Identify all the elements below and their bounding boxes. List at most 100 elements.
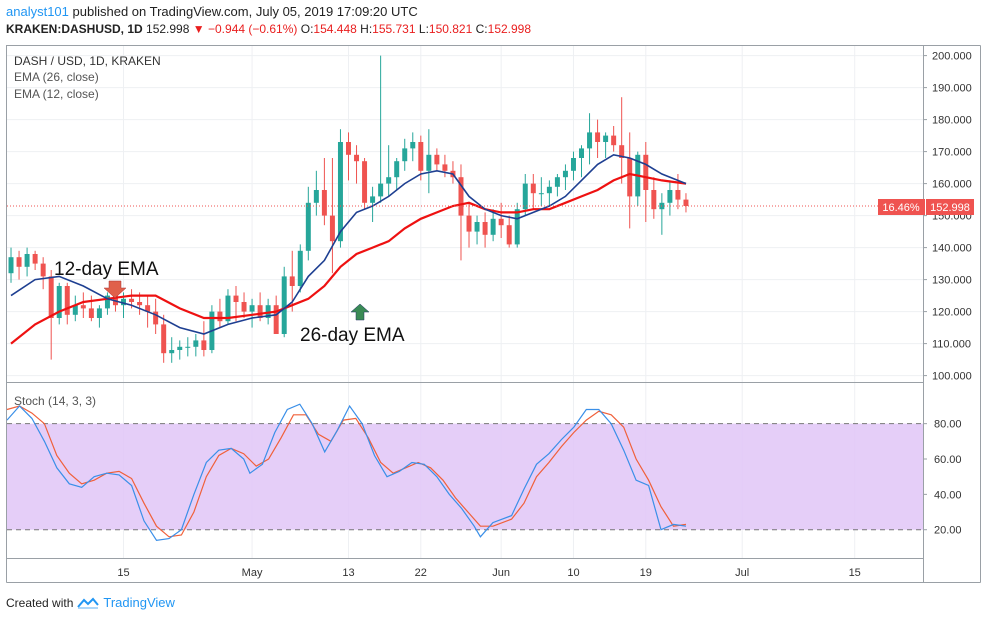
low-value: 150.821 [428, 22, 473, 36]
candle-up [104, 292, 110, 315]
down-arrow-marker-icon [103, 280, 127, 299]
candle-body [667, 190, 673, 203]
candle-down [595, 119, 601, 158]
candle-body [32, 254, 38, 264]
candle-body [482, 222, 488, 235]
ema26-legend[interactable]: EMA (26, close) [14, 70, 99, 84]
time-tick-label: 15 [849, 567, 861, 579]
candle-down [201, 321, 207, 357]
candle-body [490, 218, 496, 235]
candle-body [474, 222, 480, 232]
candle-body [386, 177, 392, 184]
candle-body [96, 308, 102, 318]
candle-body [24, 254, 30, 267]
candle-body [56, 286, 62, 318]
candle-up [193, 334, 199, 357]
candle-body [305, 202, 311, 251]
low-label: L: [418, 22, 429, 36]
candle-body [683, 199, 689, 206]
candle-body [466, 215, 472, 232]
stoch-tick-label: 60.00 [934, 454, 962, 466]
time-tick-label: 13 [342, 567, 354, 579]
candle-body [394, 161, 400, 178]
candle-body [546, 186, 552, 194]
candle-down [458, 164, 464, 261]
candle-down [611, 126, 617, 152]
ema12-legend[interactable]: EMA (12, close) [14, 87, 99, 101]
stoch-tick-label: 80.00 [934, 419, 962, 431]
candle-body [675, 190, 681, 200]
candle-up [305, 186, 311, 261]
candle-body [337, 142, 343, 242]
candle-up [410, 132, 416, 162]
price-tick-label: 190.000 [932, 83, 972, 95]
quote-line: KRAKEN:DASHUSD, 1D 152.998 ▼ −0.944 (−0.… [6, 22, 531, 36]
candle-body [257, 305, 263, 318]
candle-up [490, 209, 496, 242]
candle-body [48, 276, 54, 318]
candle-body [321, 190, 327, 216]
stoch-legend[interactable]: Stoch (14, 3, 3) [14, 394, 96, 408]
ema12-line [10, 153, 687, 335]
candle-body [627, 158, 633, 197]
candle-body [169, 350, 175, 354]
candle-up [579, 145, 584, 178]
stoch-tick-label: 20.00 [934, 525, 962, 537]
grid [7, 46, 923, 558]
created-with-text: Created with [6, 595, 74, 610]
candle-up [603, 132, 609, 158]
candle-up [72, 295, 78, 322]
candle-down [498, 202, 504, 238]
candle-body [434, 154, 440, 165]
stoch-tick-label: 40.00 [934, 489, 962, 501]
candle-body [643, 154, 649, 190]
candle-body [354, 154, 360, 162]
candle-body [538, 193, 544, 195]
candle-body [289, 276, 295, 286]
candle-up [249, 298, 255, 328]
candle-down [217, 298, 223, 328]
candle-body [426, 154, 432, 171]
tradingview-brand[interactable]: TradingView [103, 595, 175, 610]
time-tick-label: 15 [117, 567, 129, 579]
candle-body [514, 209, 520, 245]
candle-down [64, 282, 70, 325]
candle-up [370, 186, 376, 222]
candle-body [603, 135, 609, 142]
candle-body [121, 298, 126, 306]
candle-body [506, 225, 512, 245]
candle-up [209, 305, 215, 354]
candle-down [442, 154, 448, 178]
candle-up [378, 55, 384, 203]
down-arrow-icon: ▼ [192, 22, 205, 36]
published-line: analyst101 published on TradingView.com,… [6, 4, 418, 19]
candle-up [297, 244, 303, 293]
candle-body [554, 177, 560, 187]
candle-down [530, 174, 536, 210]
author-link[interactable]: analyst101 [6, 4, 69, 19]
candle-down [619, 97, 625, 184]
price-axis: 200.000190.000180.000170.000160.000150.0… [923, 51, 972, 383]
candle-body [329, 215, 335, 242]
candle-up [562, 164, 568, 190]
candle-body [153, 311, 159, 325]
price-tick-label: 120.000 [932, 307, 972, 319]
candle-down [362, 158, 368, 210]
candle-body [579, 148, 584, 158]
candle-down [418, 135, 424, 181]
price-tick-label: 200.000 [932, 51, 972, 63]
stoch-band [7, 423, 923, 530]
price-tick-label: 160.000 [932, 179, 972, 191]
time-tick-label: May [242, 567, 263, 579]
close-label: C: [475, 22, 488, 36]
stoch-axis: 80.00 60.00 40.00 20.00 [923, 419, 962, 537]
candle-body [40, 263, 46, 277]
candle-body [442, 164, 448, 171]
time-tick-label: 19 [640, 567, 652, 579]
candles [8, 55, 689, 363]
price-badge: 16.46% 152.998 [878, 199, 974, 215]
candle-up [96, 305, 102, 328]
candle-up [394, 158, 400, 190]
candle-body [346, 142, 351, 155]
